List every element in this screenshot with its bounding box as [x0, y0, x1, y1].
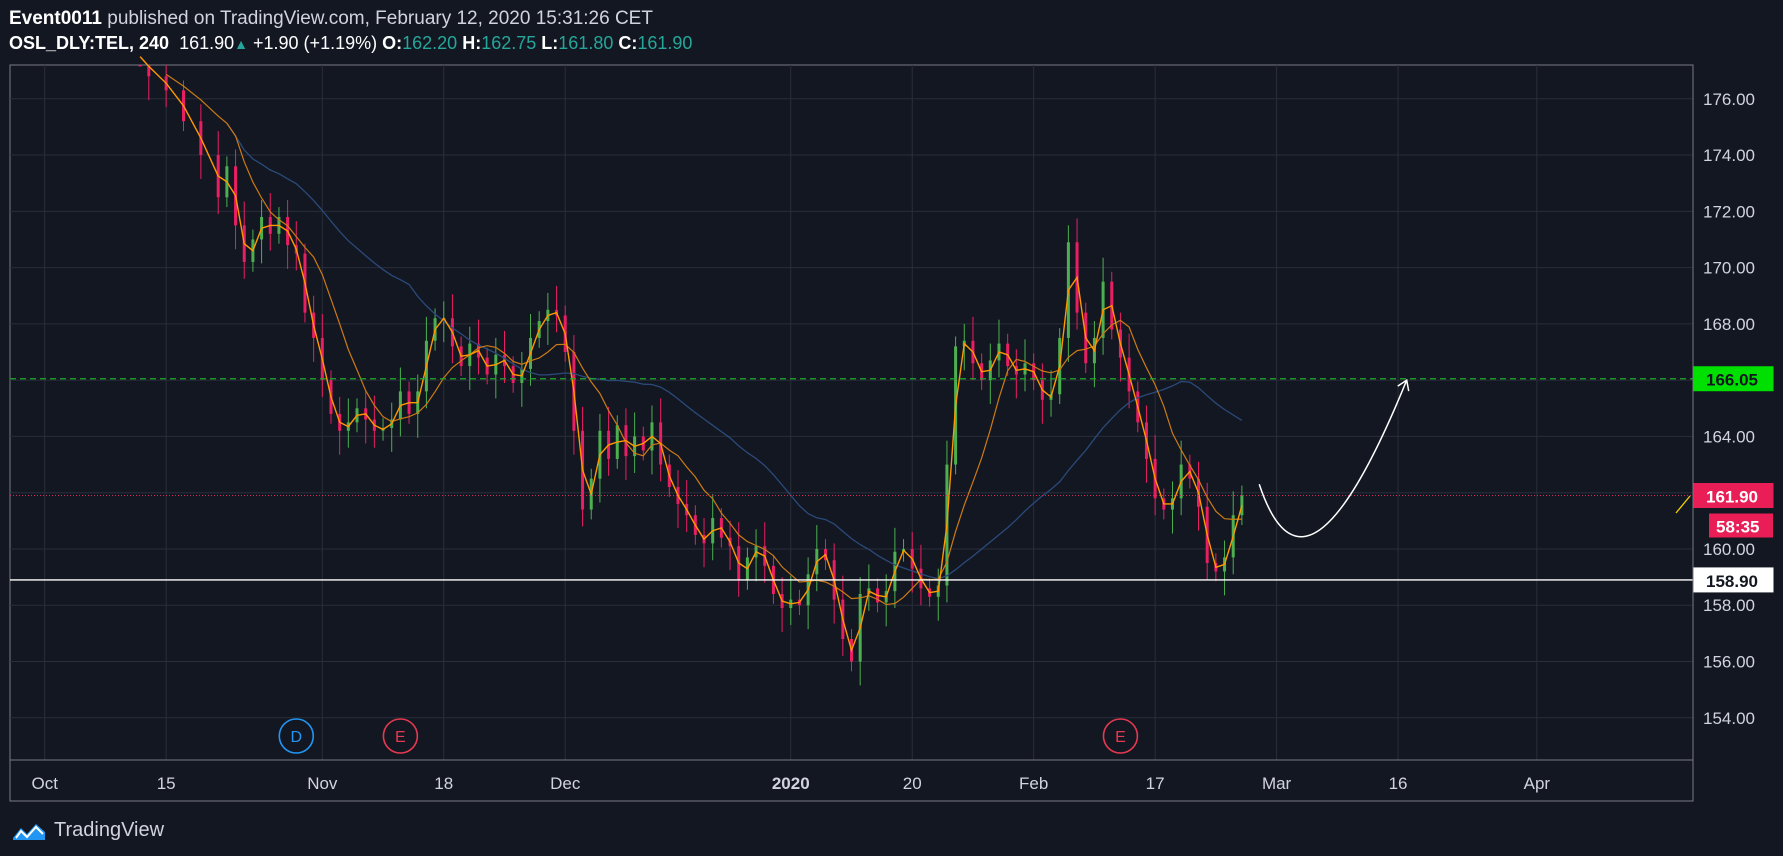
drawings [1258, 378, 1691, 538]
y-tick-label: 174.00 [1703, 146, 1755, 165]
publish-info: published on TradingView.com, February 1… [107, 8, 653, 29]
projection-arrow-path [1258, 379, 1408, 538]
price-levels [10, 378, 1693, 581]
y-tick-label: 168.00 [1703, 315, 1755, 334]
x-tick-label: Mar [1262, 774, 1292, 793]
x-tick-label: 2020 [772, 774, 810, 793]
last-price-tag-bg [1693, 483, 1774, 509]
author-name[interactable]: Event0011 [9, 8, 102, 29]
low-label: L: [541, 33, 559, 53]
candle-body [1240, 495, 1244, 516]
dividend-marker-label: D [291, 729, 303, 746]
y-tick-label: 172.00 [1703, 202, 1755, 221]
earnings-marker-label: E [395, 729, 406, 746]
x-tick-label: Oct [31, 774, 58, 793]
close-value: 161.90 [637, 33, 693, 53]
x-tick-label: 17 [1146, 774, 1165, 793]
resistance-tag-bg [1693, 366, 1774, 392]
close-label: C: [618, 33, 638, 53]
last-price-tag-label: 161.90 [1706, 488, 1758, 507]
price-axis[interactable]: 154.00156.00158.00160.00162.00164.00166.… [1703, 90, 1755, 728]
x-tick-label: Apr [1524, 774, 1551, 793]
y-tick-label: 154.00 [1703, 709, 1755, 728]
high-label: H: [462, 33, 482, 53]
tradingview-footer[interactable]: TradingView [10, 815, 164, 845]
open-label: O: [382, 33, 403, 53]
support-tag-bg [1693, 567, 1774, 593]
earnings-marker [1102, 718, 1139, 754]
resistance-tag-label: 166.05 [1706, 371, 1758, 390]
ma-fast-line [139, 56, 1243, 653]
y-tick-label: 164.00 [1703, 427, 1755, 446]
x-tick-label: 20 [903, 774, 922, 793]
grid [10, 65, 1693, 760]
open-value: 162.20 [402, 33, 458, 53]
projection-arrow-head-icon [1397, 378, 1410, 392]
y-tick-label: 160.00 [1703, 540, 1755, 559]
x-tick-label: 18 [434, 774, 453, 793]
x-tick-label: Feb [1019, 774, 1048, 793]
symbol-label[interactable]: OSL_DLY:TEL, 240 [9, 33, 170, 53]
chart-frame [9, 64, 1694, 802]
candle-body [147, 65, 151, 77]
y-tick-label: 158.00 [1703, 596, 1755, 615]
price-tags: 166.05 161.90 158.90 58:35 [1693, 366, 1774, 593]
x-tick-label: Nov [307, 774, 338, 793]
x-tick-label: 15 [157, 774, 176, 793]
y-tick-label: 156.00 [1703, 653, 1755, 672]
ma-mid-line [165, 73, 1242, 606]
earnings-marker [382, 718, 419, 754]
countdown-tag-label: 58:35 [1716, 518, 1759, 537]
ohlc-legend: OSL_DLY:TEL, 240 161.90▲ +1.90 (+1.19%) … [9, 33, 692, 54]
tradingview-logo-icon [13, 824, 45, 840]
dividend-marker [278, 718, 315, 754]
time-axis[interactable]: Oct 15 Nov 18 Dec 2020 20 Feb 17 Mar 16 Apr [31, 774, 1550, 793]
candle-body [138, 65, 142, 67]
tradingview-brand: TradingView [54, 818, 165, 841]
support-tag-label: 158.90 [1706, 572, 1758, 591]
x-tick-label: 16 [1389, 774, 1408, 793]
countdown-tag-bg [1709, 513, 1773, 538]
last-price: 161.90 [179, 33, 235, 53]
high-value: 162.75 [481, 33, 537, 53]
low-value: 161.80 [558, 33, 614, 53]
publish-line: Event0011 published on TradingView.com, … [9, 8, 653, 30]
ma-slow-line [226, 122, 1243, 580]
moving-averages [139, 56, 1243, 653]
x-tick-label: Dec [550, 774, 581, 793]
y-tick-label: 170.00 [1703, 259, 1755, 278]
price-change: +1.90 (+1.19%) [253, 33, 378, 53]
up-arrow-icon: ▲ [234, 36, 248, 52]
earnings-marker-label: E [1115, 729, 1126, 746]
trend-stub-line [1675, 495, 1691, 514]
y-tick-label: 176.00 [1703, 90, 1755, 109]
